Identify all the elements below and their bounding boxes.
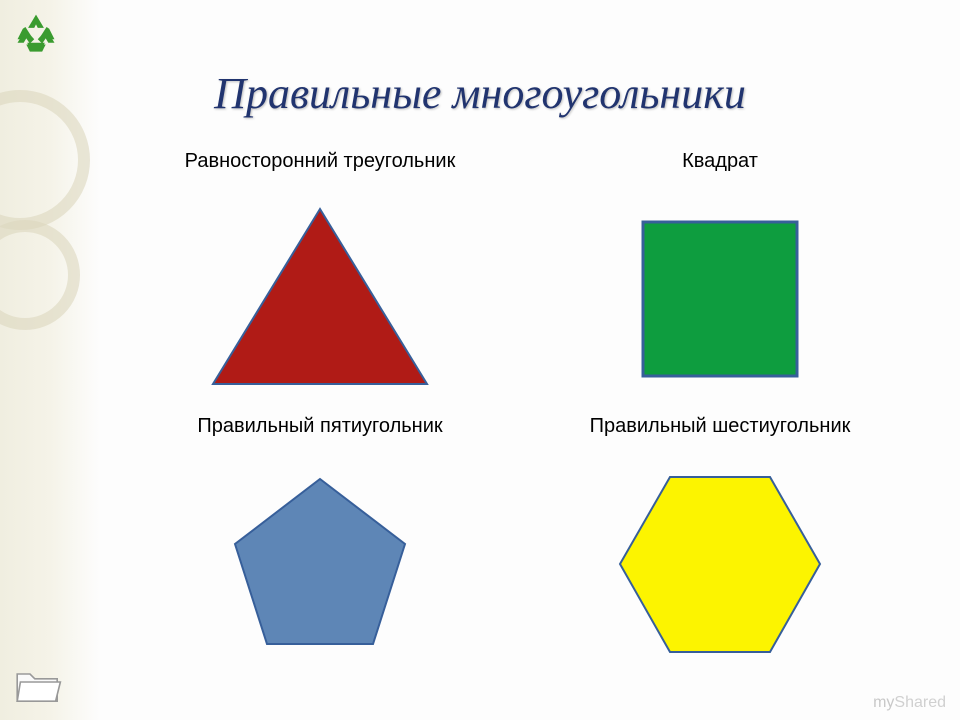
shape-hexagon bbox=[615, 448, 825, 680]
shape-square bbox=[635, 183, 805, 415]
label-square: Квадрат bbox=[682, 150, 758, 173]
shapes-grid: Равносторонний треугольник Квадрат Прави… bbox=[120, 150, 920, 680]
label-pentagon: Правильный пятиугольник bbox=[197, 415, 442, 438]
cell-hexagon: Правильный шестиугольник bbox=[520, 415, 920, 680]
watermark-suffix: Shared bbox=[894, 694, 946, 711]
shape-triangle bbox=[205, 183, 435, 415]
cell-pentagon: Правильный пятиугольник bbox=[120, 415, 520, 680]
watermark-prefix: my bbox=[873, 694, 894, 711]
folder-icon bbox=[14, 666, 62, 706]
watermark: myShared bbox=[873, 694, 946, 712]
cell-square: Квадрат bbox=[520, 150, 920, 415]
label-hexagon: Правильный шестиугольник bbox=[590, 415, 851, 438]
label-triangle: Равносторонний треугольник bbox=[185, 150, 456, 173]
page-title: Правильные многоугольники bbox=[0, 68, 960, 119]
shape-pentagon bbox=[225, 448, 415, 680]
recycle-icon bbox=[14, 12, 58, 56]
cell-triangle: Равносторонний треугольник bbox=[120, 150, 520, 415]
